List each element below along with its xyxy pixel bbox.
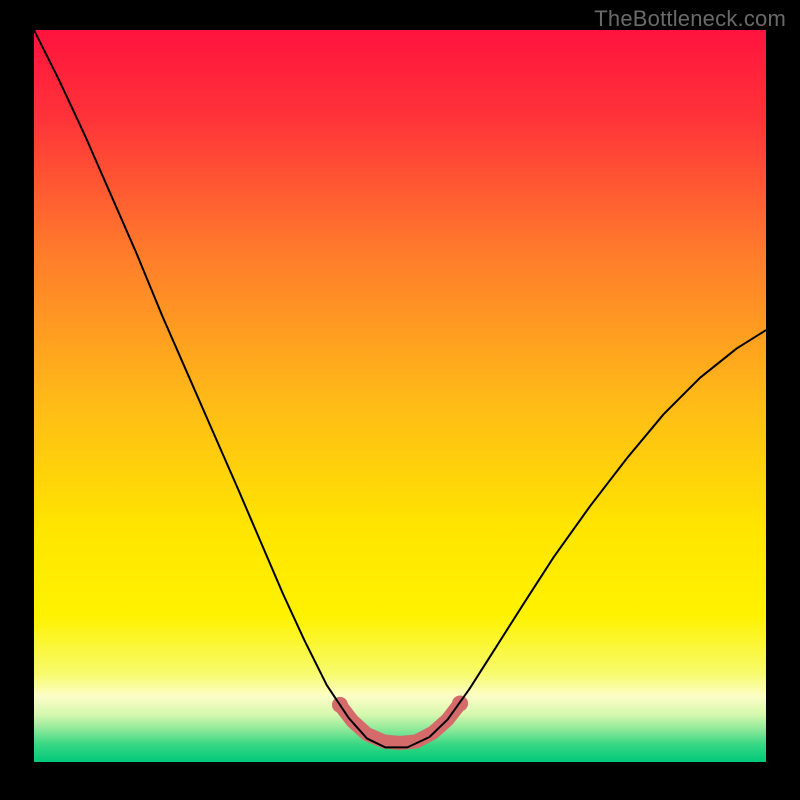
plot-area xyxy=(34,30,766,762)
watermark-text: TheBottleneck.com xyxy=(594,6,786,32)
chart-frame: TheBottleneck.com xyxy=(0,0,800,800)
gradient-background xyxy=(34,30,766,762)
bottleneck-curve-chart xyxy=(34,30,766,762)
